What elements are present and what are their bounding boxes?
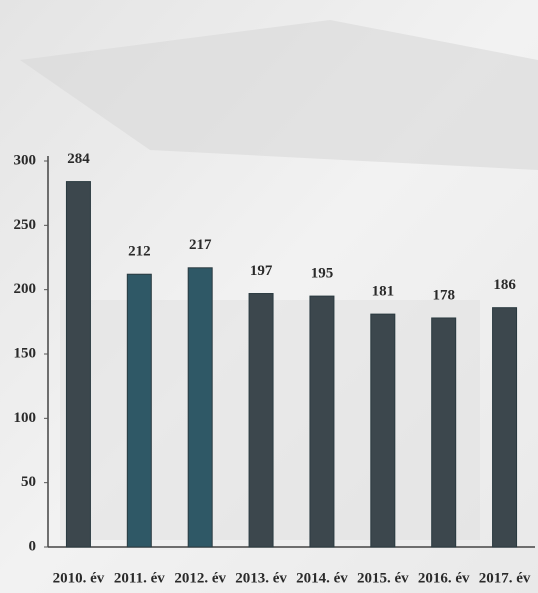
x-tick-label: 2012. év	[174, 570, 226, 586]
value-label: 181	[372, 284, 395, 300]
bar	[187, 267, 213, 548]
value-label: 217	[189, 237, 212, 253]
bar	[309, 295, 335, 548]
y-tick-label: 200	[14, 281, 37, 297]
bar	[65, 181, 91, 548]
x-tick-label: 2011. év	[114, 570, 165, 586]
x-tick-label: 2017. év	[479, 570, 531, 586]
value-label: 197	[250, 263, 273, 279]
bar	[370, 313, 396, 548]
bar	[431, 317, 457, 548]
x-tick-label: 2016. év	[418, 570, 470, 586]
bar	[126, 273, 152, 548]
x-tick-label: 2013. év	[235, 570, 287, 586]
value-label: 212	[128, 244, 151, 260]
x-tick-label: 2014. év	[296, 570, 348, 586]
bar	[248, 293, 274, 548]
y-tick-label: 150	[14, 345, 37, 361]
y-tick-label: 50	[21, 474, 36, 490]
value-label: 284	[67, 151, 90, 167]
x-tick-label: 2010. év	[53, 570, 105, 586]
value-label: 178	[432, 287, 455, 303]
value-label: 195	[311, 266, 334, 282]
y-tick-label: 300	[14, 152, 37, 168]
background-roof	[20, 20, 538, 170]
y-tick-label: 250	[14, 217, 37, 233]
bar	[492, 307, 518, 548]
x-tick-label: 2015. év	[357, 570, 409, 586]
y-tick-label: 0	[29, 538, 37, 554]
y-tick-label: 100	[14, 410, 37, 426]
value-label: 186	[493, 277, 516, 293]
